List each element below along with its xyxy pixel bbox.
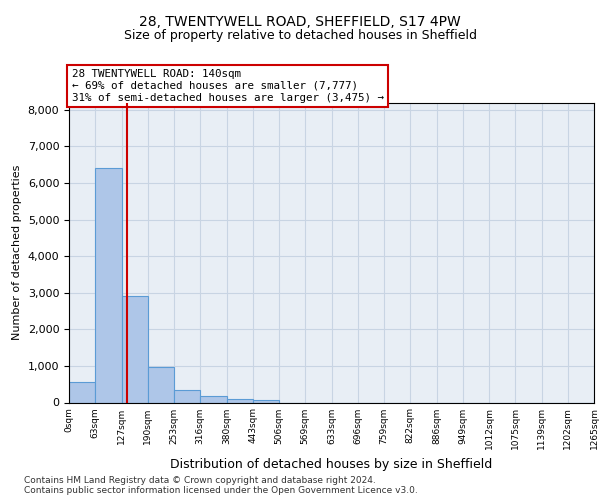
Text: 28 TWENTYWELL ROAD: 140sqm
← 69% of detached houses are smaller (7,777)
31% of s: 28 TWENTYWELL ROAD: 140sqm ← 69% of deta…	[71, 70, 383, 102]
Bar	[148, 367, 174, 402]
Bar	[200, 396, 227, 402]
Bar	[253, 400, 279, 402]
Text: Size of property relative to detached houses in Sheffield: Size of property relative to detached ho…	[124, 30, 476, 43]
Y-axis label: Number of detached properties: Number of detached properties	[12, 165, 22, 340]
Bar	[69, 382, 95, 402]
Bar	[95, 168, 122, 402]
Bar	[122, 296, 148, 403]
Text: Contains HM Land Registry data © Crown copyright and database right 2024.
Contai: Contains HM Land Registry data © Crown c…	[24, 476, 418, 495]
Bar	[174, 390, 200, 402]
X-axis label: Distribution of detached houses by size in Sheffield: Distribution of detached houses by size …	[170, 458, 493, 471]
Text: 28, TWENTYWELL ROAD, SHEFFIELD, S17 4PW: 28, TWENTYWELL ROAD, SHEFFIELD, S17 4PW	[139, 16, 461, 30]
Bar	[227, 399, 253, 402]
